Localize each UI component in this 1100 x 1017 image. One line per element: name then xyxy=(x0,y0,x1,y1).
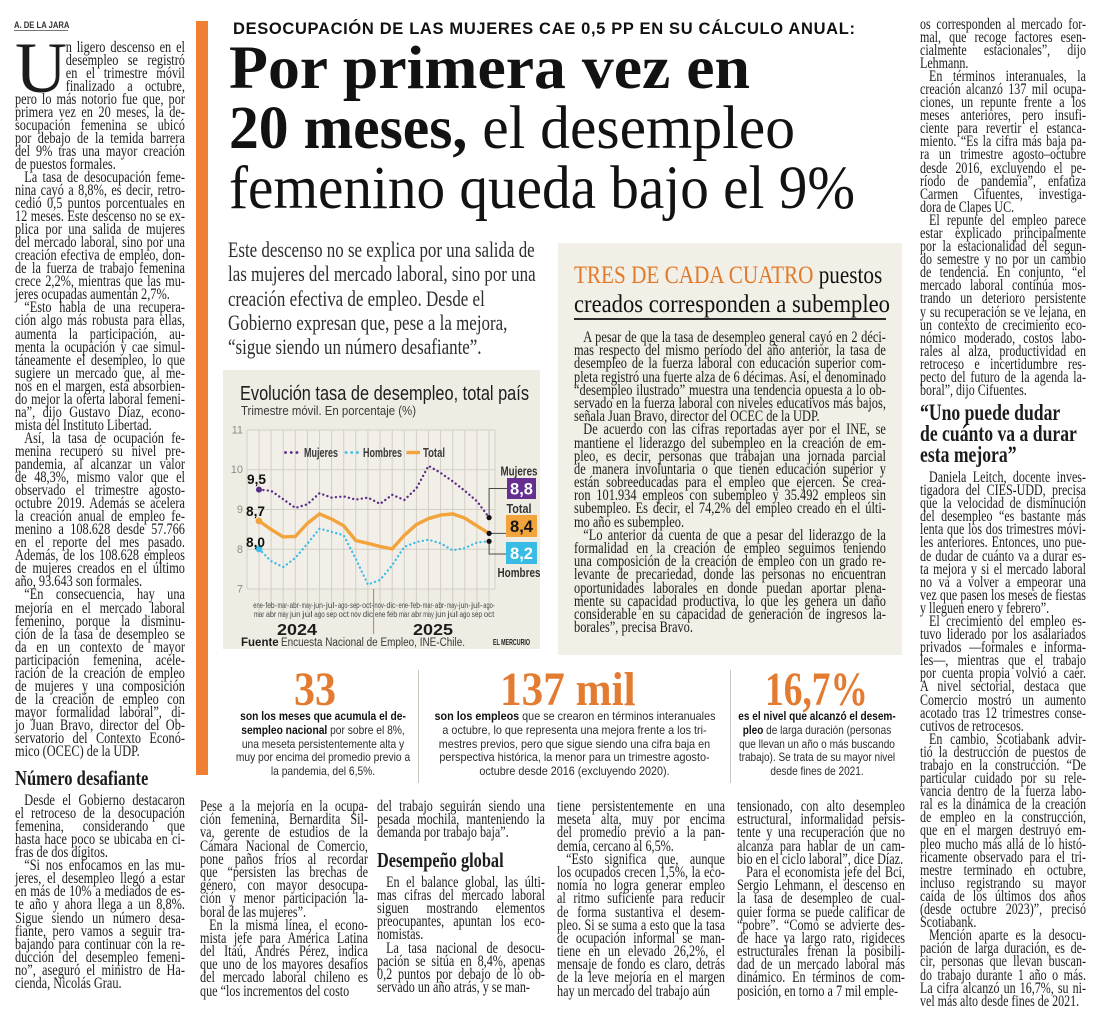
svg-text:ene-: ene- xyxy=(399,601,411,610)
svg-text:ene-: ene- xyxy=(253,601,265,610)
svg-text:mar: mar xyxy=(254,610,265,619)
svg-text:EL MERCURIO: EL MERCURIO xyxy=(493,638,530,647)
svg-text:9: 9 xyxy=(237,504,243,516)
svg-text:Hombres: Hombres xyxy=(363,446,402,460)
svg-text:8,8: 8,8 xyxy=(510,481,533,499)
svg-text:Mujeres: Mujeres xyxy=(501,464,538,479)
svg-text:may-: may- xyxy=(447,601,459,610)
svg-text:Total: Total xyxy=(423,446,445,460)
svg-text:mar-: mar- xyxy=(423,601,435,610)
svg-text:Total: Total xyxy=(507,501,532,516)
svg-text:jun: jun xyxy=(289,610,300,619)
svg-text:7: 7 xyxy=(237,584,243,596)
svg-text:sep: sep xyxy=(326,610,337,619)
svg-text:ago: ago xyxy=(314,610,325,619)
svg-text:sep-: sep- xyxy=(350,601,362,610)
svg-text:10: 10 xyxy=(231,464,243,476)
svg-text:jul-: jul- xyxy=(470,601,483,610)
svg-text:feb-: feb- xyxy=(265,601,277,610)
svg-text:jun: jun xyxy=(434,610,445,619)
svg-text:mar-: mar- xyxy=(277,601,289,610)
svg-text:ago: ago xyxy=(460,610,471,619)
svg-text:jun-: jun- xyxy=(458,601,471,610)
svg-text:jul: jul xyxy=(446,610,458,619)
svg-text:may: may xyxy=(423,610,434,619)
svg-text:dic: dic xyxy=(363,610,374,619)
svg-text:jul: jul xyxy=(301,610,313,619)
svg-text:2025: 2025 xyxy=(413,622,453,639)
svg-text:may: may xyxy=(278,610,289,619)
svg-text:Encuesta Nacional de Empleo, I: Encuesta Nacional de Empleo, INE-Chile. xyxy=(281,637,465,649)
svg-text:ene: ene xyxy=(375,610,386,619)
svg-text:oct-: oct- xyxy=(362,601,374,610)
svg-text:abr-: abr- xyxy=(290,601,302,610)
svg-text:nov: nov xyxy=(351,610,362,619)
svg-text:8,4: 8,4 xyxy=(510,518,534,536)
svg-text:feb: feb xyxy=(387,610,398,619)
svg-text:Trimestre móvil. En porcentaje: Trimestre móvil. En porcentaje (%) xyxy=(241,403,416,418)
svg-text:oct: oct xyxy=(338,610,349,619)
svg-text:nov-: nov- xyxy=(374,601,386,610)
svg-text:ago-: ago- xyxy=(483,601,495,610)
svg-text:abr: abr xyxy=(411,610,422,619)
svg-text:ago-: ago- xyxy=(338,601,350,610)
svg-text:dic-: dic- xyxy=(386,601,398,610)
svg-text:Hombres: Hombres xyxy=(498,565,541,580)
svg-text:jun-: jun- xyxy=(313,601,326,610)
svg-text:11: 11 xyxy=(232,425,243,437)
svg-text:2024: 2024 xyxy=(277,622,317,639)
svg-text:Fuente: Fuente xyxy=(241,637,279,649)
svg-text:Evolución tasa de desempleo, t: Evolución tasa de desempleo, total país xyxy=(240,383,529,405)
svg-text:may-: may- xyxy=(302,601,314,610)
svg-text:sep: sep xyxy=(472,610,483,619)
svg-text:oct: oct xyxy=(484,610,495,619)
svg-text:abr: abr xyxy=(266,610,277,619)
svg-text:8: 8 xyxy=(237,544,243,556)
svg-text:8,7: 8,7 xyxy=(246,504,265,519)
svg-text:feb-: feb- xyxy=(411,601,423,610)
svg-text:mar: mar xyxy=(399,610,410,619)
svg-text:8,0: 8,0 xyxy=(246,535,265,550)
svg-text:9,5: 9,5 xyxy=(247,472,266,487)
svg-text:jul-: jul- xyxy=(325,601,338,610)
svg-text:abr-: abr- xyxy=(435,601,447,610)
svg-text:8,2: 8,2 xyxy=(510,545,533,563)
svg-text:Mujeres: Mujeres xyxy=(304,446,338,460)
